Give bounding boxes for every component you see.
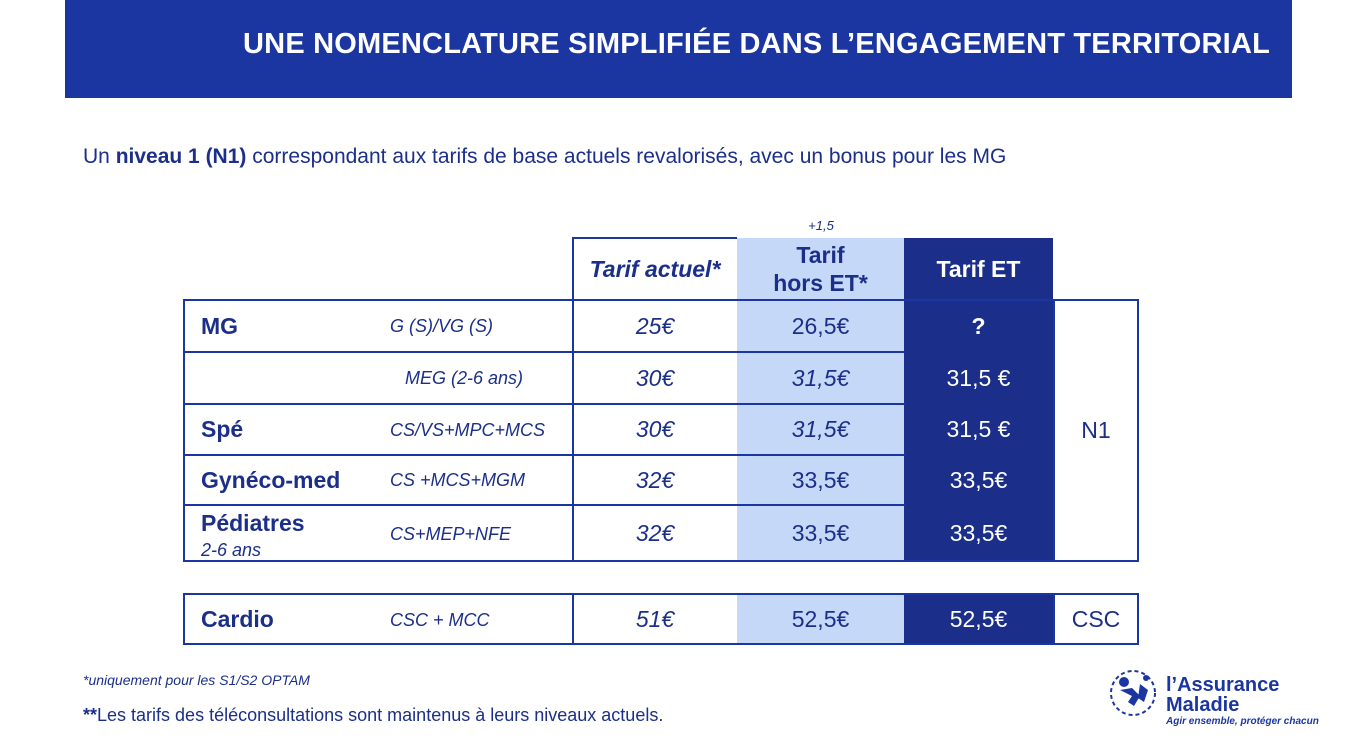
cardio-border-top — [183, 593, 1138, 595]
row-code: MEG (2-6 ans) — [405, 368, 524, 388]
table-border-right — [1137, 299, 1139, 562]
row-code: CS +MCS+MGM — [390, 470, 526, 490]
header-hors-et-line2: hors ET* — [773, 270, 868, 296]
row-divider — [183, 504, 905, 506]
cardio-divider — [1053, 593, 1055, 645]
tarif-hors-et-cell: 33,5€ — [791, 466, 850, 493]
cardio-et-bg — [904, 594, 1053, 644]
row-label-gyneco: Gynéco-med — [201, 467, 341, 493]
logo-line1: l’Assurance — [1166, 674, 1280, 696]
cardio-border-bottom — [183, 643, 1138, 645]
column-divider — [1053, 299, 1055, 562]
row-code: G (S)/VG (S) — [390, 316, 493, 336]
tarif-hors-et-cell: 31,5€ — [791, 364, 850, 391]
subtitle-bold: niveau 1 (N1) — [115, 145, 247, 168]
row-label-mg: MG — [201, 313, 239, 339]
tarif-hors-et-cell: 31,5€ — [791, 416, 850, 442]
header-tarif-et-label: Tarif ET — [936, 256, 1021, 282]
bonus-note: +1,5 — [808, 218, 834, 233]
tarif-et-cell: ? — [971, 312, 986, 339]
table-border-left — [183, 299, 185, 562]
row-code: CS/VS+MPC+MCS — [390, 420, 546, 440]
row-label-cardio: Cardio — [201, 606, 274, 632]
row-divider — [183, 351, 905, 353]
tarif-et-cell: 33,5€ — [949, 519, 1008, 546]
tarif-hors-et-cell: 52,5€ — [791, 605, 850, 632]
logo-tagline: Agir ensemble, protéger chacun — [1166, 716, 1319, 727]
row-label-pediatres: Pédiatres — [201, 510, 305, 536]
header-tarif-actuel-label: Tarif actuel* — [589, 256, 721, 282]
cardio-border-left — [183, 593, 185, 645]
et-column-bg — [904, 238, 1053, 561]
level-csc: CSC — [1071, 605, 1121, 632]
header-tarif-actuel: Tarif actuel* — [573, 238, 737, 300]
header-tarif-hors-et: Tarif hors ET* — [737, 238, 904, 300]
table-border-top — [183, 299, 1138, 301]
row-divider — [183, 403, 905, 405]
level-n1: N1 — [1081, 417, 1111, 443]
title-banner: UNE NOMENCLATURE SIMPLIFIÉE DANS L’ENGAG… — [65, 0, 1292, 98]
subtitle-prefix: Un — [83, 145, 116, 168]
assurance-maladie-logo: l’Assurance Maladie Agir ensemble, proté… — [1100, 660, 1319, 730]
tarif-actuel-cell: 25€ — [635, 312, 675, 339]
cardio-border-right — [1137, 593, 1139, 645]
assurance-maladie-logo-icon — [1110, 670, 1156, 716]
row-code: CS+MEP+NFE — [390, 524, 512, 544]
tarif-et-cell: 33,5€ — [949, 466, 1008, 493]
subtitle-suffix: correspondant aux tarifs de base actuels… — [246, 145, 1007, 168]
row-code: CSC + MCC — [390, 610, 490, 630]
table-border-bottom — [183, 560, 1138, 562]
tarif-actuel-cell: 32€ — [635, 466, 675, 493]
row-sublabel-pediatres: 2-6 ans — [201, 540, 262, 560]
cardio-hors-et-bg — [737, 594, 904, 644]
hors-et-column-bg — [737, 238, 904, 561]
tarif-actuel-cell: 30€ — [635, 364, 675, 391]
tarif-actuel-cell: 51€ — [635, 605, 675, 632]
tarif-et-cell: 31,5 € — [946, 364, 1011, 391]
footnote-teleconsultation: **Les tarifs des téléconsultations sont … — [83, 705, 663, 726]
footnote-optam: *uniquement pour les S1/S2 OPTAM — [83, 672, 310, 688]
tarif-et-cell: 31,5 € — [946, 416, 1011, 442]
tarif-et-cell: 52,5€ — [949, 605, 1008, 632]
tarif-hors-et-cell: 33,5€ — [791, 519, 850, 546]
tarif-hors-et-cell: 26,5€ — [791, 312, 850, 339]
row-label-spe: Spé — [201, 416, 244, 442]
page-title: UNE NOMENCLATURE SIMPLIFIÉE DANS L’ENGAG… — [243, 28, 1270, 60]
header-border-top — [572, 237, 737, 239]
footnote-marker: ** — [83, 705, 98, 725]
header-hors-et-line1: Tarif — [796, 242, 845, 268]
row-divider — [183, 454, 905, 456]
column-divider — [572, 238, 574, 562]
tarif-actuel-cell: 32€ — [635, 519, 675, 546]
logo-line2: Maladie — [1166, 694, 1240, 716]
tarif-actuel-cell: 30€ — [635, 416, 675, 442]
header-tarif-et: Tarif ET — [904, 238, 1053, 300]
footnote-text: Les tarifs des téléconsultations sont ma… — [97, 705, 664, 725]
cardio-divider — [572, 593, 574, 645]
subtitle: Un niveau 1 (N1) correspondant aux tarif… — [83, 145, 1006, 169]
